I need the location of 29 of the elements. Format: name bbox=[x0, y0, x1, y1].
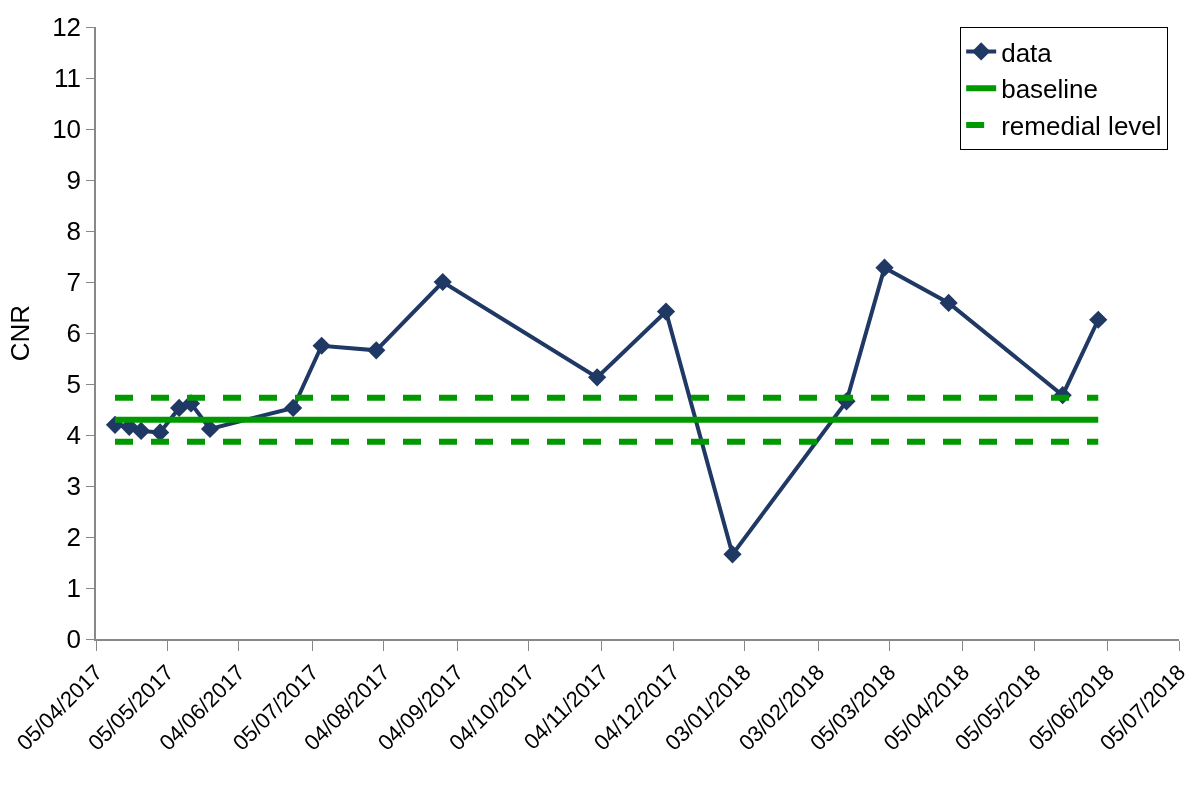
legend-label: data bbox=[1001, 37, 1053, 68]
y-tick-label: 10 bbox=[52, 114, 82, 145]
y-tick-label: 7 bbox=[66, 267, 82, 298]
y-tick-label: 11 bbox=[54, 63, 82, 94]
y-tick-label: 2 bbox=[66, 522, 82, 553]
y-tick-label: 8 bbox=[66, 216, 82, 247]
y-tick-label: 0 bbox=[66, 624, 82, 655]
y-tick-label: 6 bbox=[66, 318, 82, 349]
point bbox=[723, 545, 742, 564]
point bbox=[132, 421, 151, 441]
point bbox=[312, 336, 331, 355]
y-tick-label: 1 bbox=[66, 573, 82, 604]
y-tick-label: 9 bbox=[66, 165, 82, 196]
y-axis-title: CNR bbox=[5, 304, 36, 362]
point bbox=[656, 302, 676, 321]
y-tick-label: 12 bbox=[52, 12, 82, 43]
legend-label: baseline bbox=[1001, 74, 1099, 105]
point bbox=[433, 272, 452, 292]
point bbox=[1089, 310, 1108, 329]
point bbox=[170, 398, 189, 418]
y-tick-label: 4 bbox=[66, 420, 82, 451]
point bbox=[284, 398, 303, 418]
point bbox=[367, 341, 386, 360]
y-tick-label: 5 bbox=[66, 369, 82, 400]
y-tick-label: 3 bbox=[66, 471, 82, 502]
point bbox=[939, 293, 958, 313]
point bbox=[875, 258, 894, 277]
legend-label: remedial level bbox=[1001, 111, 1162, 142]
point bbox=[588, 368, 607, 387]
